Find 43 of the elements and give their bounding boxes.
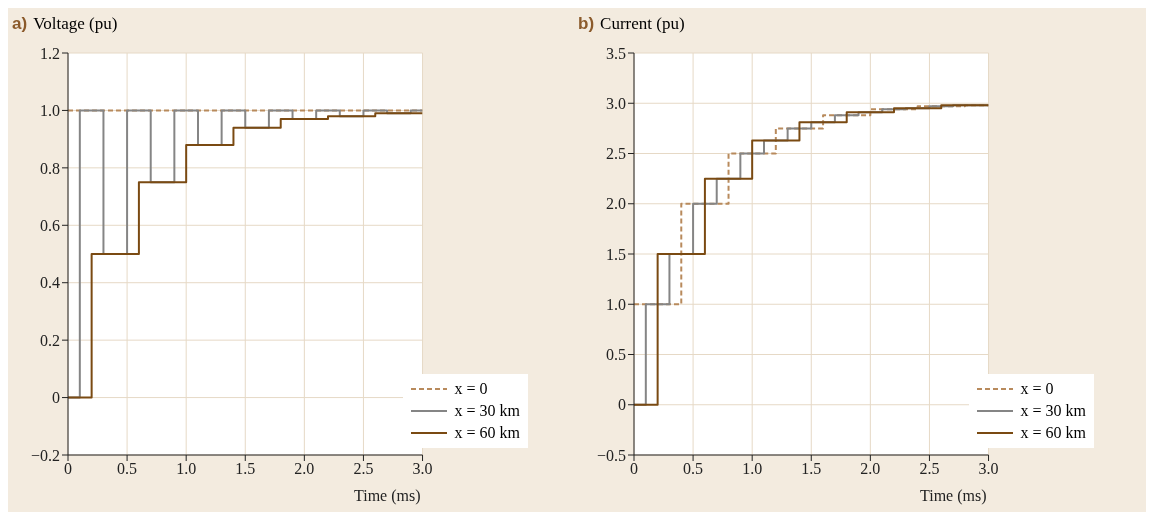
x-axis-title: Time (ms) xyxy=(920,487,987,505)
x-tick-label: 3.0 xyxy=(412,460,433,478)
y-tick-label: 2.5 xyxy=(606,145,626,163)
legend-label: x = 60 km xyxy=(1020,423,1086,443)
y-axis-title: Current (pu) xyxy=(600,14,685,34)
y-axis-title: Voltage (pu) xyxy=(33,14,118,34)
y-tick-label: −0.5 xyxy=(596,446,626,464)
chart-title: b) xyxy=(578,14,595,34)
y-tick-label: 1.5 xyxy=(606,245,626,263)
x-tick-label: 0 xyxy=(630,460,638,478)
y-tick-label: 1.0 xyxy=(606,295,626,313)
y-tick-label: −0.2 xyxy=(30,446,60,464)
x-tick-label: 2.0 xyxy=(860,460,881,478)
y-tick-label: 3.0 xyxy=(606,94,626,112)
x-tick-label: 0.5 xyxy=(683,460,704,478)
x-tick-label: 1.5 xyxy=(235,460,256,478)
x-tick-label: 1.0 xyxy=(742,460,763,478)
y-tick-label: 2.0 xyxy=(606,195,626,213)
y-tick-label: 0.5 xyxy=(606,346,626,364)
x-axis-title: Time (ms) xyxy=(354,487,421,505)
legend-label: x = 0 xyxy=(1020,379,1054,399)
y-tick-label: 0.4 xyxy=(40,274,60,292)
y-tick-label: 0 xyxy=(52,389,60,407)
x-tick-label: 0 xyxy=(64,460,72,478)
x-tick-label: 2.0 xyxy=(294,460,315,478)
y-tick-label: 0.2 xyxy=(40,331,60,349)
legend-label: x = 30 km xyxy=(454,401,520,421)
y-tick-label: 1.0 xyxy=(40,102,60,120)
x-tick-label: 2.5 xyxy=(353,460,374,478)
y-tick-label: 0.6 xyxy=(40,216,60,234)
x-tick-label: 0.5 xyxy=(117,460,138,478)
legend-label: x = 0 xyxy=(454,379,488,399)
y-tick-label: 1.2 xyxy=(40,44,60,62)
y-tick-label: 0.8 xyxy=(40,159,60,177)
y-tick-label: 0 xyxy=(618,396,626,414)
x-tick-label: 2.5 xyxy=(919,460,940,478)
x-tick-label: 3.0 xyxy=(978,460,999,478)
chart-title: a) xyxy=(12,14,28,34)
x-tick-label: 1.0 xyxy=(176,460,197,478)
legend-label: x = 60 km xyxy=(454,423,520,443)
y-tick-label: 3.5 xyxy=(606,44,626,62)
legend-label: x = 30 km xyxy=(1020,401,1086,421)
x-tick-label: 1.5 xyxy=(801,460,822,478)
